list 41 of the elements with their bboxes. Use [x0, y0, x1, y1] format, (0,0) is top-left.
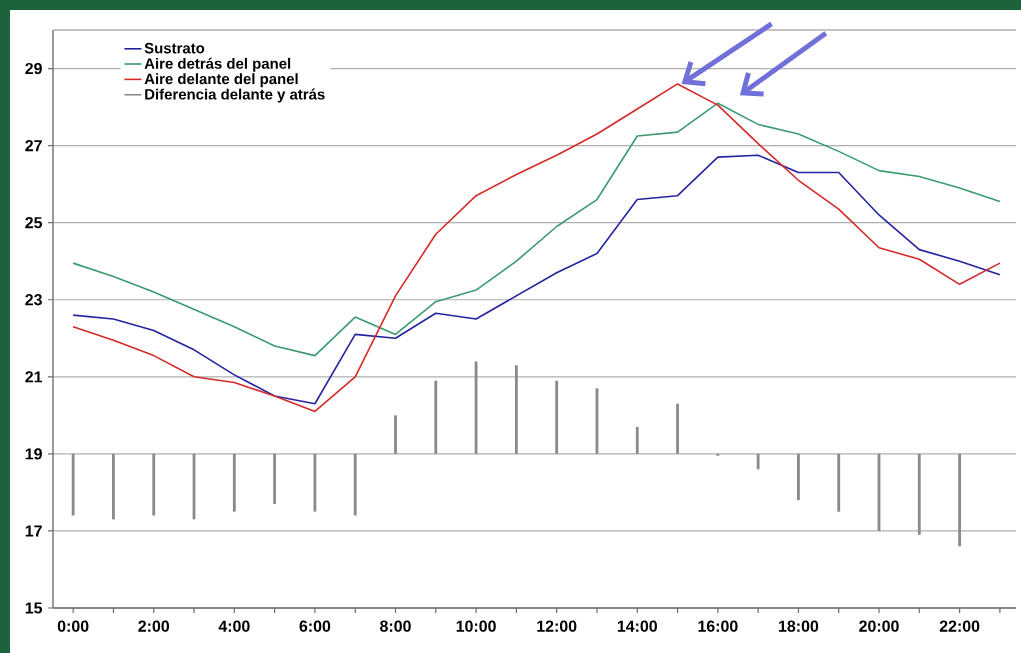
bar: [152, 453, 156, 516]
bar: [232, 453, 236, 512]
x-tick-label: 10:00: [456, 620, 496, 632]
bar: [635, 426, 639, 454]
x-tick-label: 2:00: [138, 620, 170, 632]
x-tick-label: 22:00: [939, 620, 980, 632]
legend-label: Aire detrás del panel: [144, 57, 291, 72]
y-tick-label: 29: [25, 62, 42, 75]
bar: [797, 453, 800, 501]
bar: [555, 380, 559, 454]
x-tick-label: 14:00: [617, 620, 657, 632]
bar: [514, 365, 518, 454]
bar: [676, 403, 679, 454]
legend-label: Diferencia delante y atrás: [145, 88, 325, 103]
y-tick-label: 25: [25, 217, 43, 229]
y-tick-label: 15: [25, 602, 43, 614]
bar: [434, 380, 438, 454]
legend-label: Aire delante del panel: [144, 73, 298, 88]
x-tick-label: 4:00: [218, 620, 250, 632]
bar: [756, 453, 760, 470]
y-tick-label: 17: [25, 525, 42, 537]
x-tick-label: 8:00: [380, 620, 411, 632]
bar: [958, 453, 962, 547]
bar: [837, 453, 841, 512]
bar: [917, 453, 921, 535]
y-tick-label: 19: [25, 448, 42, 460]
x-tick-label: 18:00: [779, 620, 819, 632]
legend-label: Sustrato: [144, 42, 205, 54]
x-tick-label: 6:00: [299, 620, 331, 632]
x-tick-label: 20:00: [859, 620, 899, 632]
x-tick-label: 0:00: [57, 620, 89, 632]
y-tick-label: 21: [25, 371, 43, 383]
x-tick-label: 12:00: [537, 620, 577, 632]
bar: [112, 453, 115, 520]
bar: [71, 453, 75, 516]
bar: [394, 415, 397, 454]
bar: [273, 453, 277, 504]
y-tick-label: 27: [25, 140, 42, 152]
bar: [353, 453, 357, 516]
y-tick-label: 23: [25, 294, 42, 306]
x-tick-label: 16:00: [698, 620, 738, 632]
